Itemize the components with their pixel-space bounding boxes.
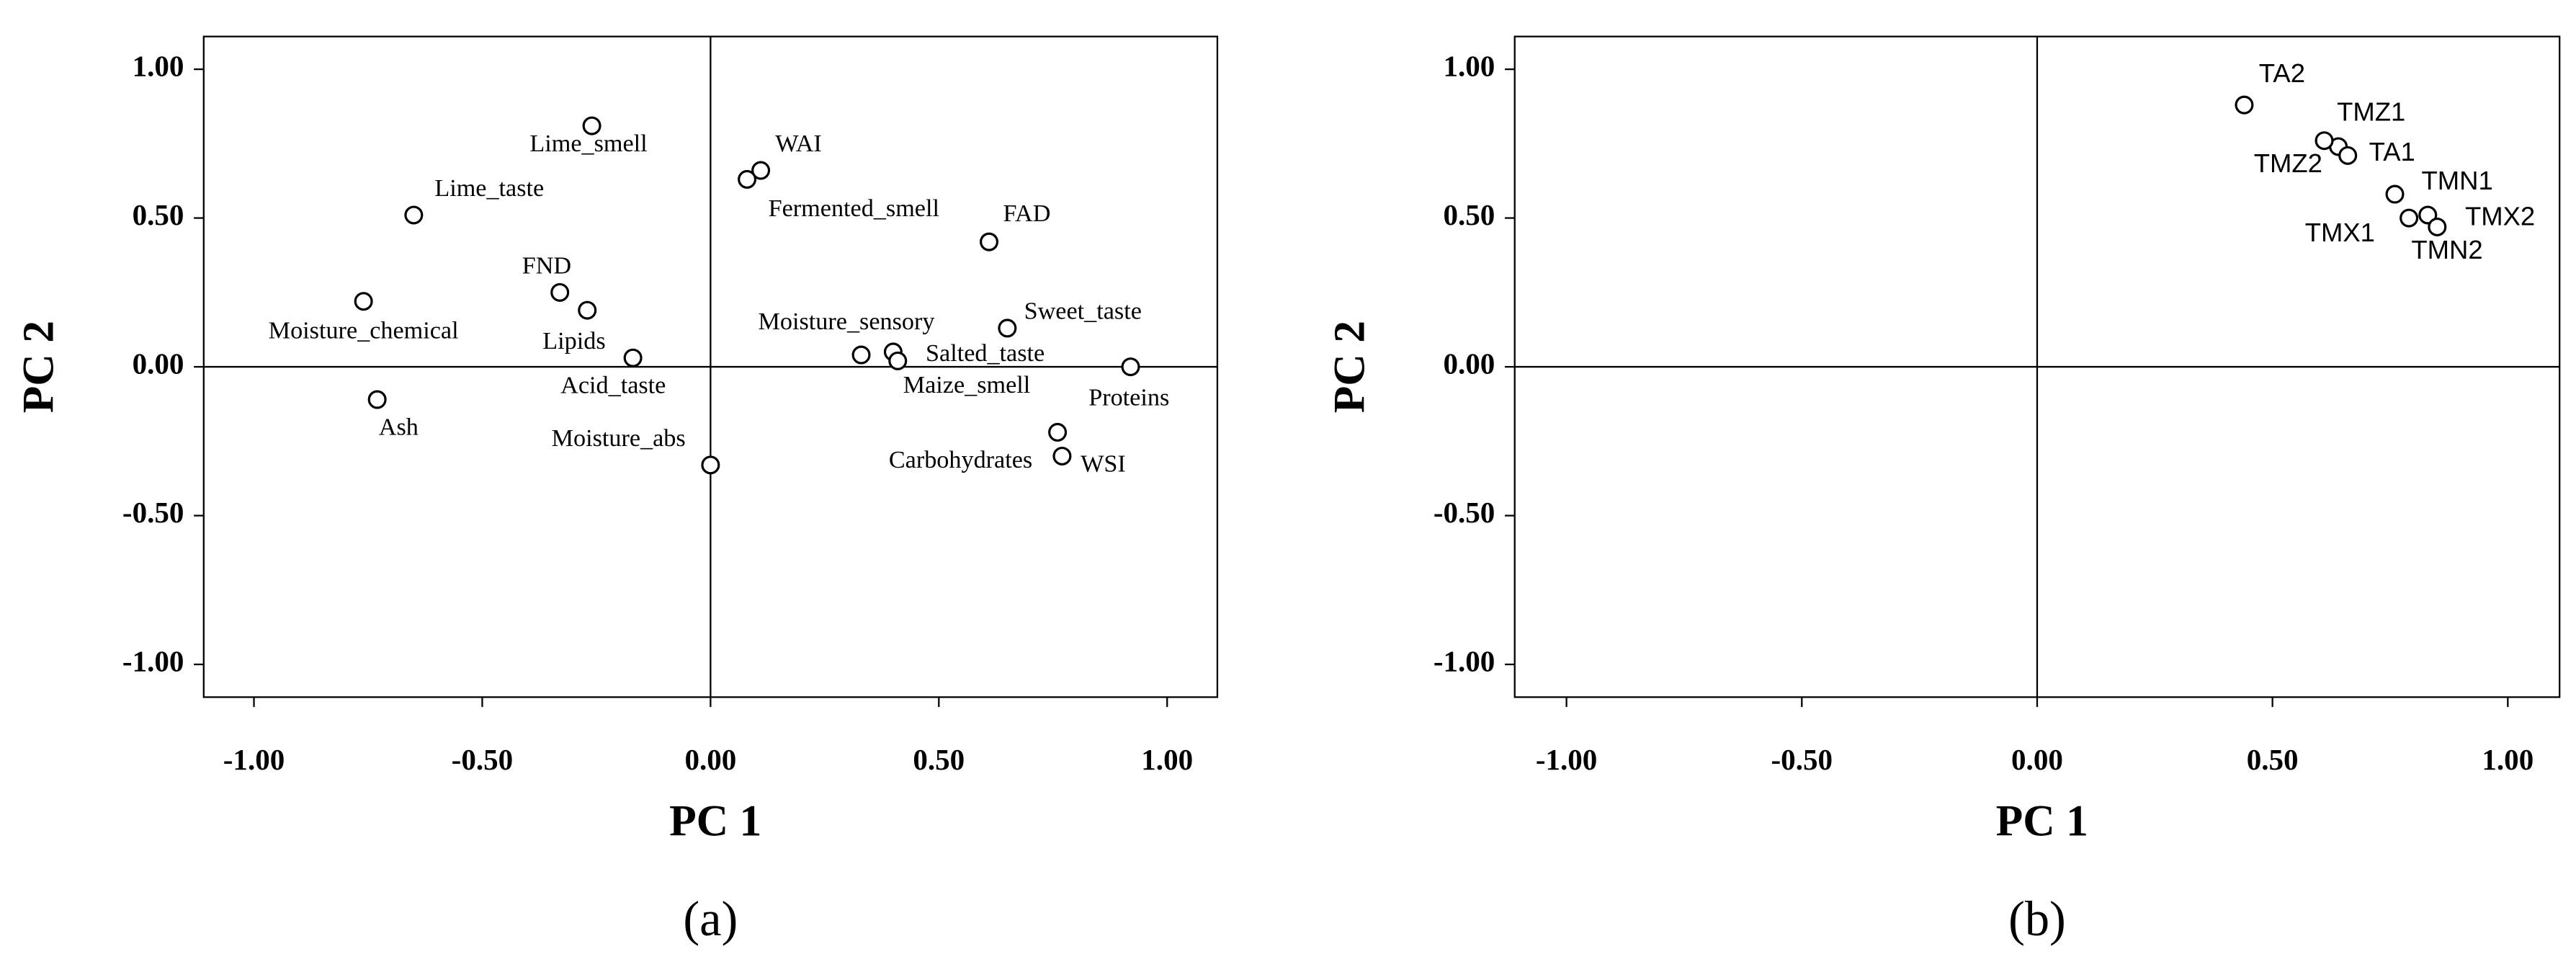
point-label: TMX1 [2305,218,2375,247]
point-label: TMN2 [2411,235,2482,264]
point [888,351,908,370]
point [550,282,570,302]
point-label: TA1 [2369,137,2415,166]
y-tick-label: 0.50 [1444,198,1495,231]
point [2315,131,2334,151]
point [2385,184,2405,204]
point [980,232,999,251]
point [2235,95,2254,115]
x-tick-label: 1.00 [2482,743,2533,776]
point [367,390,387,409]
point [851,345,871,365]
y-tick-label: -0.50 [1434,496,1495,529]
x-tick-label: 0.00 [2011,743,2063,776]
point-label: Fermented_smell [769,195,939,222]
point-label: Moisture_chemical [269,317,459,344]
point-label: Moisture_sensory [759,308,935,335]
point-label: Salted_taste [926,340,1045,367]
point-label: Lime_taste [434,175,544,202]
y-tick-label: -0.50 [122,496,184,529]
point-label: FAD [1003,200,1051,227]
point-label: WAI [775,130,822,157]
y-tick-label: -1.00 [1434,644,1495,677]
point [2338,146,2358,165]
point-label: TMZ1 [2337,97,2405,127]
x-tick-label: 1.00 [1141,743,1193,776]
point-label: Lipids [542,328,605,355]
point [2400,208,2419,228]
y-tick-label: 0.00 [1444,347,1495,380]
point [582,116,601,135]
point [2418,205,2438,225]
point-label: FND [522,252,571,279]
point [354,292,373,311]
point [701,455,720,475]
point [998,318,1017,338]
point [1048,422,1068,442]
point [751,161,771,180]
x-tick-label: -0.50 [1771,743,1833,776]
point-label: Lime_smell [529,130,647,157]
panel-label: (a) [683,891,738,946]
panel-label: (b) [2008,891,2066,946]
point-label: Ash [379,414,419,440]
y-tick-label: 1.00 [133,50,184,83]
point [578,300,597,320]
x-tick-label: 0.50 [913,743,965,776]
point-label: Acid_taste [560,373,666,399]
y-tick-label: -1.00 [122,644,184,677]
x-tick-label: 0.00 [684,743,736,776]
x-tick-label: -1.00 [1536,743,1598,776]
x-tick-label: -1.00 [223,743,285,776]
point-label: TMZ2 [2254,148,2322,178]
point-label: Carbohydrates [889,447,1032,473]
point-label: TMX2 [2465,202,2535,231]
y-tick-label: 0.50 [133,198,184,231]
point [623,348,643,367]
point [1052,446,1072,465]
x-tick-label: -0.50 [452,743,514,776]
y-axis-title: PC 2 [1325,321,1374,413]
y-axis-title: PC 2 [14,321,63,413]
point [1121,357,1140,377]
point [404,205,424,225]
y-tick-label: 1.00 [1444,50,1495,83]
point-label: TA2 [2259,58,2305,88]
point-label: WSI [1081,450,1126,477]
point [738,169,757,189]
x-axis-title: PC 1 [1996,796,2088,845]
y-tick-label: 0.00 [133,347,184,380]
x-axis-title: PC 1 [669,796,761,845]
point-label: Proteins [1088,385,1169,411]
point-label: Moisture_abs [552,425,686,452]
point-label: TMN1 [2422,166,2493,195]
x-tick-label: 0.50 [2247,743,2299,776]
point-label: Maize_smell [903,372,1031,398]
point-label: Sweet_taste [1024,298,1142,325]
point [2428,217,2447,236]
